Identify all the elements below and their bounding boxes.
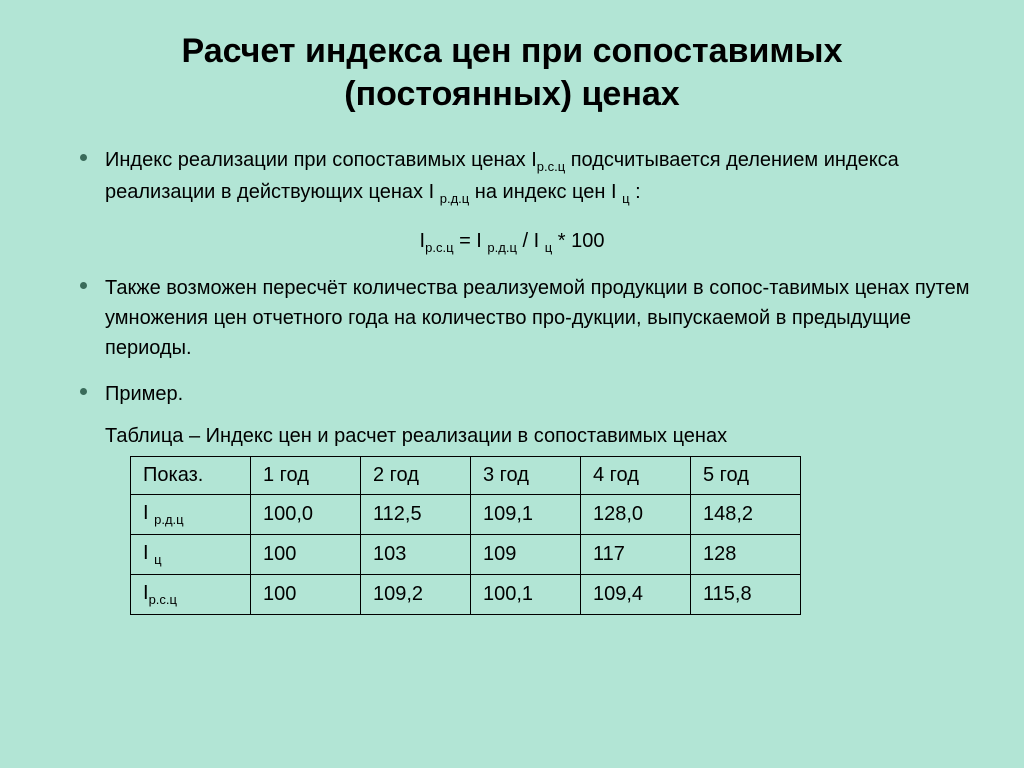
- table-cell: 128: [691, 535, 801, 575]
- table-header-cell: 5 год: [691, 457, 801, 495]
- table-cell: 109: [471, 535, 581, 575]
- bullet-1-frag: на индекс цен I: [469, 181, 622, 203]
- price-index-table: Показ. 1 год 2 год 3 год 4 год 5 год I р…: [130, 456, 801, 615]
- bullet-1-sub: р.д.ц: [440, 191, 470, 206]
- table-row: I ц 100 103 109 117 128: [131, 535, 801, 575]
- table-cell: 109,1: [471, 495, 581, 535]
- bullet-2: Также возможен пересчёт количества реали…: [50, 273, 974, 363]
- formula-frag: / I: [517, 230, 545, 252]
- cell-frag: I: [143, 502, 154, 524]
- cell-sub: р.с.ц: [149, 592, 177, 607]
- table-cell: Iр.с.ц: [131, 575, 251, 615]
- table-cell: 103: [361, 535, 471, 575]
- title-line-1: Расчет индекса цен при сопоставимых: [182, 32, 843, 70]
- slide-title: Расчет индекса цен при сопоставимых (пос…: [50, 30, 974, 115]
- table-cell: 128,0: [581, 495, 691, 535]
- table-cell: 109,4: [581, 575, 691, 615]
- formula: Iр.с.ц = I р.д.ц / I ц * 100: [50, 230, 974, 255]
- title-line-2: (постоянных) ценах: [344, 75, 679, 113]
- bullet-1-text: Индекс реализации при сопоставимых ценах…: [105, 145, 974, 208]
- table-row: Показ. 1 год 2 год 3 год 4 год 5 год: [131, 457, 801, 495]
- table-cell: 100,1: [471, 575, 581, 615]
- table-cell: 148,2: [691, 495, 801, 535]
- table-header-cell: 1 год: [251, 457, 361, 495]
- table-cell: 109,2: [361, 575, 471, 615]
- table-cell: 100: [251, 535, 361, 575]
- table-cell: 115,8: [691, 575, 801, 615]
- bullet-3: Пример.: [50, 379, 974, 409]
- bullet-2-text: Также возможен пересчёт количества реали…: [105, 273, 974, 363]
- bullet-dot-icon: [80, 282, 87, 289]
- table-row: I р.д.ц 100,0 112,5 109,1 128,0 148,2: [131, 495, 801, 535]
- bullet-1-frag: :: [630, 181, 641, 203]
- table-cell: 100,0: [251, 495, 361, 535]
- formula-sub: р.с.ц: [425, 240, 453, 255]
- bullet-3-text: Пример.: [105, 379, 183, 409]
- table-cell: 100: [251, 575, 361, 615]
- table-caption: Таблица – Индекс цен и расчет реализации…: [105, 425, 974, 448]
- bullet-dot-icon: [80, 154, 87, 161]
- table-header-cell: 4 год: [581, 457, 691, 495]
- formula-sub: р.д.ц: [487, 240, 517, 255]
- cell-frag: I: [143, 542, 154, 564]
- bullet-1-sub: р.с.ц: [537, 159, 565, 174]
- table-header-cell: 3 год: [471, 457, 581, 495]
- bullet-1-sub: ц: [622, 191, 629, 206]
- table-cell: 112,5: [361, 495, 471, 535]
- table-header-cell: Показ.: [131, 457, 251, 495]
- table-cell: I р.д.ц: [131, 495, 251, 535]
- formula-frag: * 100: [552, 230, 604, 252]
- cell-sub: ц: [154, 552, 161, 567]
- bullet-1-frag: Индекс реализации при сопоставимых ценах…: [105, 149, 537, 171]
- table-row: Iр.с.ц 100 109,2 100,1 109,4 115,8: [131, 575, 801, 615]
- table-header-cell: 2 год: [361, 457, 471, 495]
- bullet-dot-icon: [80, 388, 87, 395]
- formula-frag: = I: [454, 230, 488, 252]
- table-cell: 117: [581, 535, 691, 575]
- table-cell: I ц: [131, 535, 251, 575]
- cell-sub: р.д.ц: [154, 512, 184, 527]
- bullet-1: Индекс реализации при сопоставимых ценах…: [50, 145, 974, 208]
